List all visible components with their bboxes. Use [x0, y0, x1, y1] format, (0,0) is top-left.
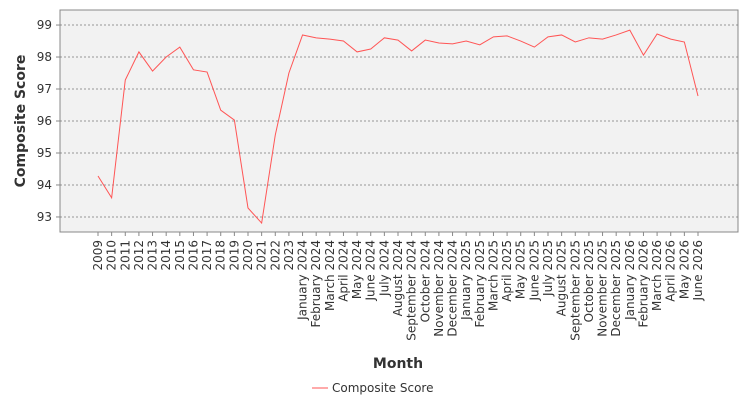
- x-tick-label: August 2024: [391, 240, 405, 316]
- x-tick-label: April 2024: [336, 240, 350, 302]
- y-tick-label: 96: [37, 114, 52, 128]
- x-tick-label: June 2025: [527, 240, 541, 302]
- x-tick-label: 2021: [255, 240, 269, 271]
- x-tick-label: 2016: [186, 240, 200, 271]
- x-tick-label: May 2025: [514, 240, 528, 299]
- x-tick-label: October 2025: [582, 240, 596, 322]
- y-tick-label: 99: [37, 18, 52, 32]
- x-tick-label: January 2025: [459, 240, 473, 321]
- x-tick-label: 2012: [132, 240, 146, 271]
- x-tick-label: 2019: [227, 240, 241, 271]
- x-tick-label: November 2025: [596, 240, 610, 337]
- x-tick-label: September 2025: [568, 240, 582, 341]
- x-tick-label: February 2025: [473, 240, 487, 328]
- x-tick-label: June 2026: [691, 240, 705, 302]
- x-axis-title: Month: [373, 356, 423, 372]
- x-tick-label: November 2024: [432, 240, 446, 337]
- y-tick-label: 94: [37, 178, 52, 192]
- x-tick-label: 2015: [173, 240, 187, 271]
- y-tick-label: 95: [37, 146, 52, 160]
- x-tick-label: 2013: [146, 240, 160, 271]
- y-axis-title: Composite Score: [13, 55, 29, 188]
- x-tick-label: 2014: [159, 240, 173, 271]
- x-tick-label: March 2025: [486, 240, 500, 311]
- x-tick-label: 2023: [282, 240, 296, 271]
- x-tick-label: 2011: [118, 240, 132, 271]
- x-tick-label: 2017: [200, 240, 214, 271]
- x-tick-label: January 2024: [296, 240, 310, 321]
- x-tick-label: February 2026: [636, 240, 650, 328]
- legend-label: Composite Score: [332, 381, 433, 395]
- data-line: [97, 29, 699, 225]
- x-tick-label: June 2024: [364, 240, 378, 302]
- x-tick-label: May 2024: [350, 240, 364, 299]
- x-tick-label: April 2026: [664, 240, 678, 302]
- x-tick-label: December 2024: [446, 240, 460, 337]
- x-tick-label: September 2024: [405, 240, 419, 341]
- y-tick-label: 98: [37, 50, 52, 64]
- x-tick-label: December 2025: [609, 240, 623, 337]
- x-tick-label: 2022: [268, 240, 282, 271]
- x-tick-label: February 2024: [309, 240, 323, 328]
- x-tick-label: 2020: [241, 240, 255, 271]
- x-tick-label: 2018: [214, 240, 228, 271]
- x-tick-label: March 2024: [323, 240, 337, 311]
- x-tick-label: August 2025: [555, 240, 569, 316]
- x-tick-label: 2009: [91, 240, 105, 271]
- x-tick-label: July 2024: [377, 240, 391, 297]
- x-tick-label: April 2025: [500, 240, 514, 302]
- x-tick-label: July 2025: [541, 240, 555, 297]
- x-tick-label: October 2024: [418, 240, 432, 322]
- x-tick-label: May 2026: [677, 240, 691, 299]
- x-tick-label: 2010: [105, 240, 119, 271]
- x-tick-label: January 2026: [623, 240, 637, 321]
- y-tick-label: 97: [37, 82, 52, 96]
- x-tick-label: March 2026: [650, 240, 664, 311]
- y-tick-label: 93: [37, 210, 52, 224]
